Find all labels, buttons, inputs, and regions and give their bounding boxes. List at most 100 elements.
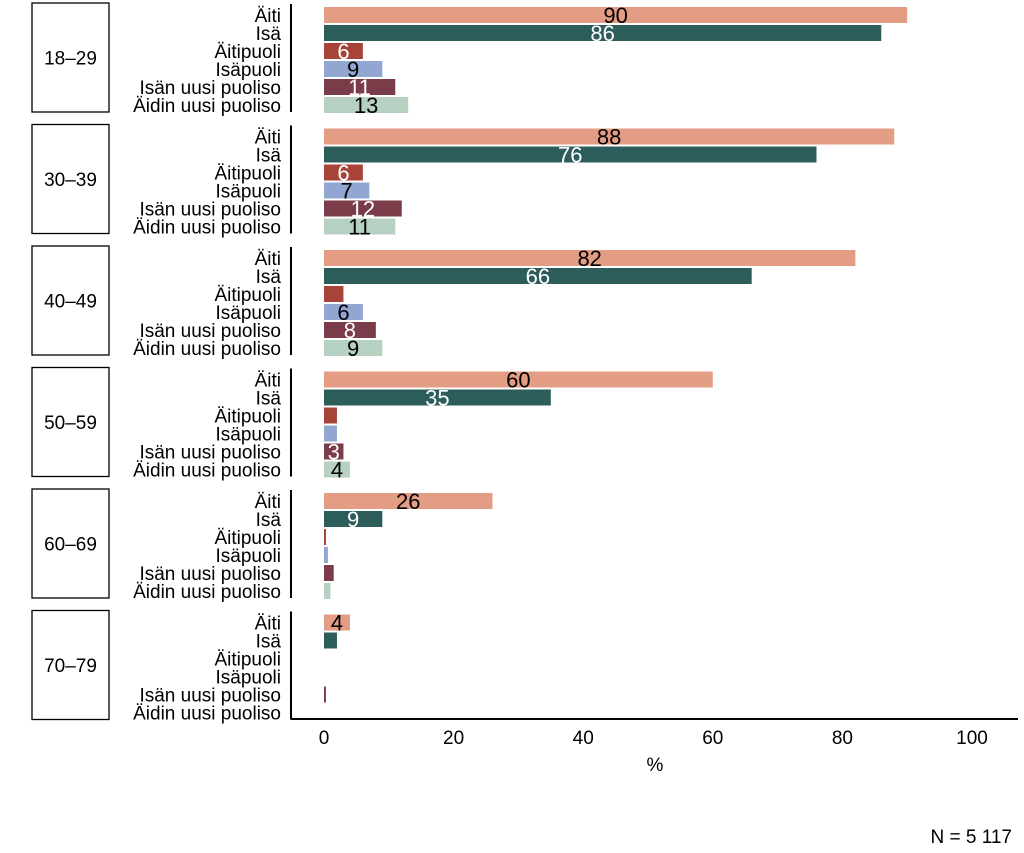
bar	[324, 565, 334, 581]
bar	[324, 268, 752, 284]
bar	[324, 632, 337, 649]
category-label: Isäpuoli	[216, 668, 282, 689]
bar	[324, 340, 383, 356]
data-label: 6	[337, 161, 349, 186]
sample-size-note: N = 5 117	[930, 827, 1012, 848]
bar	[324, 304, 363, 320]
facet-strip-label: 70–79	[44, 656, 97, 677]
x-tick-label: 40	[573, 728, 594, 749]
data-label: 12	[351, 197, 375, 222]
data-label: 86	[590, 21, 614, 46]
category-label: Äidin uusi puoliso	[133, 461, 281, 482]
facet-strip-box	[31, 366, 110, 478]
category-label: Äitipuoli	[214, 285, 281, 306]
x-axis-ticks: 0 20 40 60 80 100	[319, 728, 988, 749]
data-label: 35	[425, 386, 449, 411]
category-label: Äiti	[255, 492, 281, 513]
category-label: Äitipuoli	[214, 650, 281, 671]
category-label: Isä	[256, 389, 282, 410]
category-label: Isän uusi puoliso	[139, 200, 281, 221]
data-label: 7	[341, 179, 353, 204]
x-tick-label: 0	[319, 728, 330, 749]
category-label: Äiti	[255, 128, 281, 149]
data-label: 4	[331, 611, 343, 636]
facet-strip-box	[31, 2, 110, 113]
bar	[324, 686, 326, 703]
data-label: 76	[558, 143, 582, 168]
x-axis: 0 20 40 60 80 100 %	[291, 718, 1018, 776]
facet-panels: 18–29 Äiti 90 Isä 86 Äitipuoli 6 Isäpuoli 9 Isän …	[31, 2, 908, 725]
bar	[324, 146, 817, 163]
category-label: Isän uusi puoliso	[139, 78, 281, 99]
bar	[324, 200, 402, 217]
data-label: 90	[603, 3, 627, 28]
bar	[324, 547, 328, 563]
category-label: Äitipuoli	[214, 42, 281, 63]
facet-30–39: 30–39 Äiti 88 Isä 76 Äitipuoli 6 Isäpuoli 7 Isän …	[31, 123, 895, 240]
category-label: Äiti	[255, 6, 281, 27]
bar	[324, 529, 326, 545]
bar	[324, 164, 363, 181]
data-label: 82	[577, 246, 601, 271]
bar	[324, 425, 337, 442]
facet-strip-label: 18–29	[44, 49, 97, 70]
category-label: Isäpuoli	[216, 182, 282, 203]
category-label: Isä	[256, 632, 282, 653]
bar	[324, 443, 344, 460]
category-label: Isäpuoli	[216, 425, 282, 446]
category-label: Äidin uusi puoliso	[133, 96, 281, 117]
facet-strip-label: 50–59	[44, 413, 97, 434]
category-label: Äitipuoli	[214, 407, 281, 428]
data-label: 9	[347, 336, 359, 361]
x-tick-label: 80	[832, 728, 853, 749]
category-label: Isä	[256, 267, 282, 288]
data-label: 9	[347, 57, 359, 82]
category-label: Äiti	[255, 249, 281, 270]
category-label: Isän uusi puoliso	[139, 443, 281, 464]
category-label: Isä	[256, 24, 282, 45]
facet-strip-box	[31, 123, 110, 235]
bar	[324, 97, 409, 113]
bar	[324, 61, 383, 77]
bar	[324, 407, 337, 424]
bar	[324, 614, 350, 631]
category-label: Isä	[256, 510, 282, 531]
data-label: 11	[348, 75, 371, 100]
bar	[324, 25, 882, 41]
data-label: 13	[354, 93, 378, 118]
data-label: 88	[597, 125, 621, 150]
category-label: Äidin uusi puoliso	[133, 339, 281, 360]
bar	[324, 128, 895, 145]
facet-strip-label: 40–49	[44, 292, 97, 313]
bar	[324, 286, 344, 302]
bar	[324, 371, 713, 388]
category-label: Äiti	[255, 371, 281, 392]
bar	[324, 250, 856, 266]
data-label: 8	[344, 318, 356, 343]
bar	[324, 461, 350, 478]
x-axis-label: %	[647, 755, 664, 776]
facet-strip-label: 60–69	[44, 535, 97, 556]
bar	[324, 43, 363, 59]
category-label: Isän uusi puoliso	[139, 564, 281, 585]
facet-strip-box	[31, 609, 110, 721]
facet-strip-box	[31, 488, 110, 599]
facet-18–29: 18–29 Äiti 90 Isä 86 Äitipuoli 6 Isäpuoli 9 Isän …	[31, 2, 908, 118]
x-tick-label: 20	[443, 728, 464, 749]
bar	[324, 583, 331, 599]
data-label: 60	[506, 368, 530, 393]
category-label: Isäpuoli	[216, 303, 282, 324]
bar	[324, 511, 383, 527]
data-label: 66	[526, 264, 550, 289]
category-label: Äiti	[255, 614, 281, 635]
bar	[324, 182, 370, 199]
data-label: 4	[331, 458, 343, 483]
facet-strip-label: 30–39	[44, 170, 97, 191]
category-label: Äidin uusi puoliso	[133, 704, 281, 725]
category-label: Isäpuoli	[216, 546, 282, 567]
bar	[324, 389, 551, 406]
